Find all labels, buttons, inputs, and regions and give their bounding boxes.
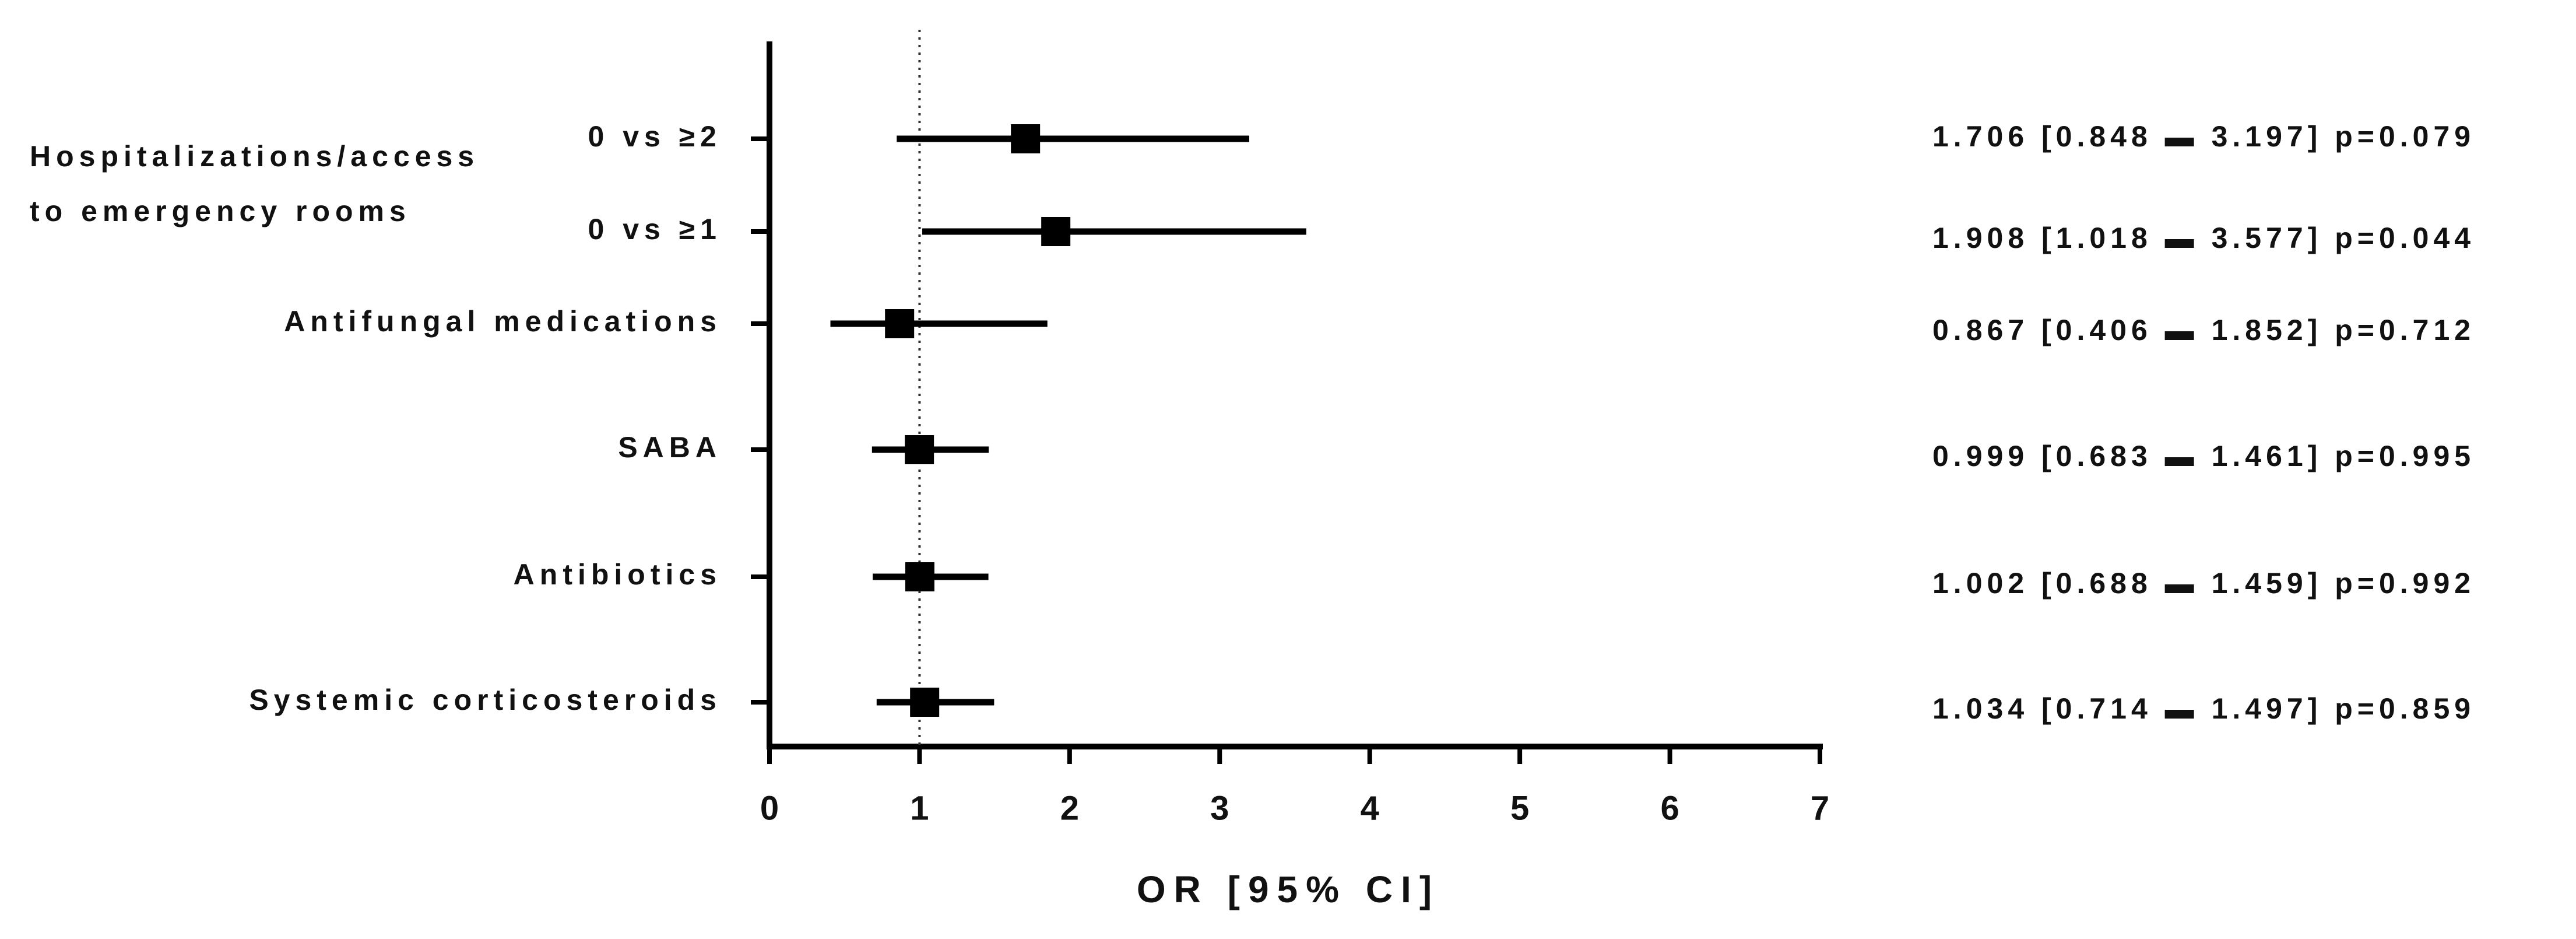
x-tick-label: 4 [1361,789,1379,827]
value-label: 1.908 [1.018 ▬ 3.577] p=0.044 [1932,222,2475,254]
row-label: 0 vs ≥1 [588,213,722,246]
x-tick-label: 6 [1660,789,1679,827]
x-tick-label: 1 [910,789,929,827]
x-tick-label: 7 [1811,789,1829,827]
value-label: 0.867 [0.406 ▬ 1.852] p=0.712 [1932,314,2475,346]
row-label: 0 vs ≥2 [588,120,722,153]
point-estimate [885,309,915,338]
row-label: Antifungal medications [284,305,722,338]
point-estimate [1041,217,1071,246]
x-tick-label: 2 [1060,789,1079,827]
row-label: Systemic corticosteroids [249,684,722,716]
group-label: to emergency rooms [30,195,411,227]
x-tick-label: 0 [760,789,779,827]
group-label: Hospitalizations/access [30,140,479,173]
x-tick-label: 5 [1510,789,1529,827]
point-estimate [905,562,934,591]
value-label: 1.706 [0.848 ▬ 3.197] p=0.079 [1932,120,2475,153]
x-axis-title: OR [95% CI] [1137,868,1440,910]
point-estimate [1011,124,1041,153]
row-label: SABA [618,431,722,464]
value-label: 0.999 [0.683 ▬ 1.461] p=0.995 [1932,440,2475,472]
row-label: Antibiotics [514,558,722,591]
value-label: 1.002 [0.688 ▬ 1.459] p=0.992 [1932,567,2475,600]
value-label: 1.034 [0.714 ▬ 1.497] p=0.859 [1932,692,2475,725]
point-estimate [905,435,934,464]
point-estimate [910,688,940,717]
x-tick-label: 3 [1210,789,1229,827]
